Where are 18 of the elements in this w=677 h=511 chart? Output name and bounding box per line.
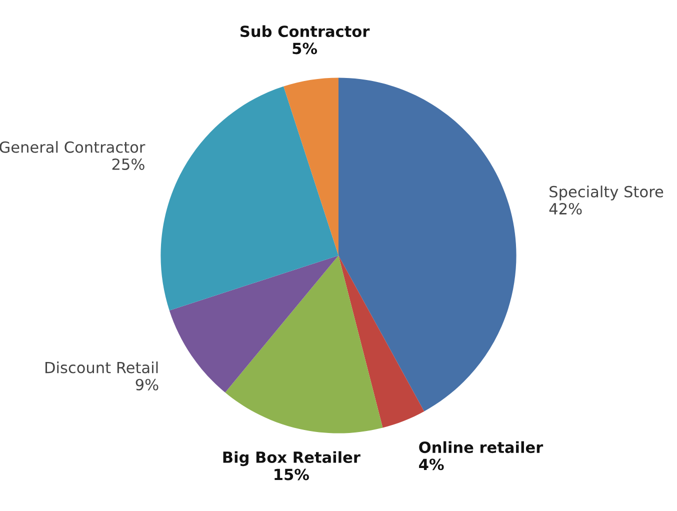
slice-label: Online retailer — [419, 441, 544, 454]
pie-slice — [338, 256, 424, 428]
pie-slice — [284, 78, 338, 256]
slice-label: Discount Retail — [45, 361, 158, 374]
data-label: 5% — [292, 42, 318, 54]
slice-label: Specialty Store — [550, 186, 664, 200]
data-label: 4% — [419, 458, 444, 470]
slice-label: Big Box Retailer — [223, 451, 360, 466]
slice-label: General Contractor — [0, 141, 146, 153]
data-label: 25% — [112, 158, 144, 170]
data-label: 15% — [274, 468, 309, 480]
slice-label: Sub Contractor — [240, 25, 370, 38]
pie-slice — [225, 256, 383, 434]
pie-slice — [169, 256, 338, 393]
pie-slice — [160, 86, 338, 310]
pie-slice — [338, 78, 516, 412]
data-label: 42% — [549, 202, 582, 215]
data-label: 9% — [136, 378, 158, 390]
